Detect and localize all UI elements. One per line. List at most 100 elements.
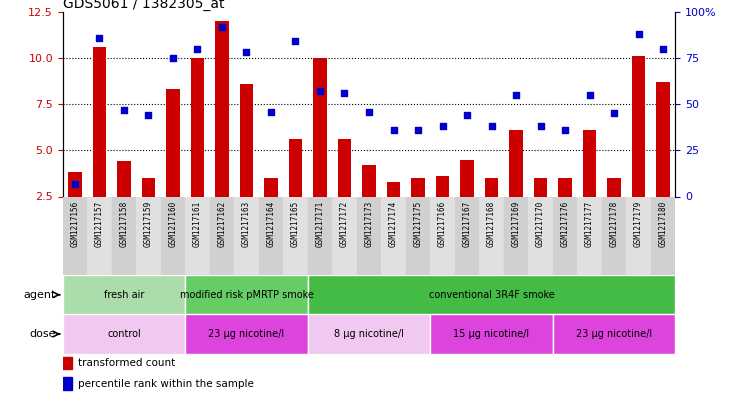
Text: GSM1217162: GSM1217162 <box>218 200 227 247</box>
Bar <box>190 58 204 196</box>
Text: GSM1217161: GSM1217161 <box>193 200 202 247</box>
Bar <box>382 196 406 275</box>
Bar <box>137 196 161 275</box>
Text: GSM1217158: GSM1217158 <box>120 200 128 247</box>
Point <box>437 123 449 129</box>
Bar <box>479 196 504 275</box>
Bar <box>607 178 621 196</box>
Bar <box>583 130 596 196</box>
Point <box>584 92 596 98</box>
Text: GSM1217178: GSM1217178 <box>610 200 618 247</box>
Bar <box>283 196 308 275</box>
Bar <box>435 176 449 196</box>
Bar <box>406 196 430 275</box>
Text: agent: agent <box>23 290 55 300</box>
Point <box>510 92 522 98</box>
Bar <box>362 165 376 196</box>
Text: 23 μg nicotine/l: 23 μg nicotine/l <box>576 329 652 339</box>
Bar <box>534 178 548 196</box>
Bar <box>234 196 259 275</box>
Text: modified risk pMRTP smoke: modified risk pMRTP smoke <box>179 290 314 300</box>
Bar <box>215 21 229 196</box>
Point <box>142 112 154 118</box>
Point <box>339 90 351 96</box>
Bar <box>411 178 425 196</box>
Text: GSM1217157: GSM1217157 <box>95 200 104 247</box>
Bar <box>651 196 675 275</box>
Point <box>265 108 277 115</box>
Text: fresh air: fresh air <box>104 290 144 300</box>
Bar <box>430 196 455 275</box>
Bar <box>166 89 180 196</box>
Bar <box>656 82 670 196</box>
Bar <box>509 130 523 196</box>
Bar <box>558 178 572 196</box>
Bar <box>259 196 283 275</box>
Bar <box>185 196 210 275</box>
Bar <box>553 196 577 275</box>
Point <box>559 127 571 133</box>
Bar <box>308 196 332 275</box>
Bar <box>338 139 351 196</box>
Text: dose: dose <box>29 329 55 339</box>
Point <box>534 123 546 129</box>
Bar <box>142 178 155 196</box>
Text: GSM1217169: GSM1217169 <box>511 200 520 247</box>
Bar <box>63 377 72 390</box>
Point <box>412 127 424 133</box>
Bar <box>161 196 185 275</box>
Text: GDS5061 / 1382305_at: GDS5061 / 1382305_at <box>63 0 224 11</box>
Bar <box>430 314 553 354</box>
Text: GSM1217171: GSM1217171 <box>316 200 325 247</box>
Bar <box>313 58 327 196</box>
Bar <box>308 314 430 354</box>
Point <box>461 112 473 118</box>
Text: GSM1217180: GSM1217180 <box>658 200 667 247</box>
Point <box>289 38 301 44</box>
Point <box>657 46 669 52</box>
Bar <box>356 196 382 275</box>
Point <box>314 88 326 94</box>
Bar <box>117 162 131 196</box>
Text: control: control <box>107 329 141 339</box>
Text: GSM1217176: GSM1217176 <box>561 200 570 247</box>
Bar <box>210 196 234 275</box>
Bar <box>264 178 277 196</box>
Bar <box>387 182 400 196</box>
Bar <box>63 357 72 369</box>
Bar <box>553 314 675 354</box>
Point <box>632 31 644 37</box>
Text: GSM1217160: GSM1217160 <box>168 200 177 247</box>
Point <box>69 181 81 187</box>
Text: GSM1217172: GSM1217172 <box>340 200 349 247</box>
Text: transformed count: transformed count <box>78 358 176 368</box>
Point <box>608 110 620 116</box>
Bar <box>185 275 308 314</box>
Text: GSM1217166: GSM1217166 <box>438 200 447 247</box>
Text: conventional 3R4F smoke: conventional 3R4F smoke <box>429 290 554 300</box>
Bar <box>308 275 675 314</box>
Bar <box>111 196 137 275</box>
Point <box>216 24 228 30</box>
Bar <box>577 196 601 275</box>
Text: 8 μg nicotine/l: 8 μg nicotine/l <box>334 329 404 339</box>
Point <box>387 127 399 133</box>
Bar <box>63 275 185 314</box>
Bar <box>63 314 185 354</box>
Text: percentile rank within the sample: percentile rank within the sample <box>78 378 254 389</box>
Bar <box>455 196 479 275</box>
Bar <box>504 196 528 275</box>
Text: 15 μg nicotine/l: 15 μg nicotine/l <box>453 329 530 339</box>
Bar <box>601 196 627 275</box>
Bar <box>185 314 308 354</box>
Bar <box>332 196 356 275</box>
Text: GSM1217156: GSM1217156 <box>71 200 80 247</box>
Bar <box>627 196 651 275</box>
Text: GSM1217159: GSM1217159 <box>144 200 153 247</box>
Text: GSM1217170: GSM1217170 <box>536 200 545 247</box>
Text: 23 μg nicotine/l: 23 μg nicotine/l <box>208 329 285 339</box>
Point <box>118 107 130 113</box>
Text: GSM1217167: GSM1217167 <box>463 200 472 247</box>
Text: GSM1217163: GSM1217163 <box>242 200 251 247</box>
Bar <box>289 139 303 196</box>
